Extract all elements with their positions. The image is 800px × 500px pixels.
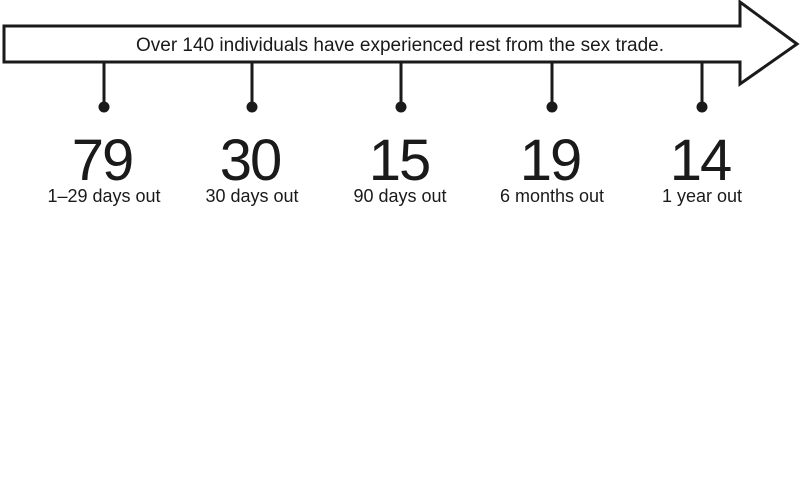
milestone-label: 1–29 days out (47, 186, 160, 206)
milestone-value: 15 (369, 128, 430, 193)
milestone-dot (98, 101, 110, 113)
milestone: 30 30 days out (205, 62, 299, 206)
milestone: 79 1–29 days out (47, 62, 161, 206)
milestone-value: 14 (670, 128, 731, 193)
milestone-dot (246, 101, 258, 113)
milestone-value: 79 (72, 128, 133, 193)
milestone-label: 6 months out (500, 186, 604, 206)
milestone-dot (395, 101, 407, 113)
milestone-value: 30 (220, 128, 281, 193)
milestone-label: 90 days out (353, 186, 446, 206)
milestone-label: 30 days out (205, 186, 298, 206)
milestone-label: 1 year out (662, 186, 742, 206)
milestone-dot (546, 101, 558, 113)
milestone-dot (696, 101, 708, 113)
arrow-caption: Over 140 individuals have experienced re… (136, 35, 664, 56)
timeline-arrow (2, 0, 800, 87)
milestone-value: 19 (520, 128, 581, 193)
milestone: 15 90 days out (353, 62, 447, 206)
milestone: 14 1 year out (662, 62, 742, 206)
milestone: 19 6 months out (500, 62, 604, 206)
